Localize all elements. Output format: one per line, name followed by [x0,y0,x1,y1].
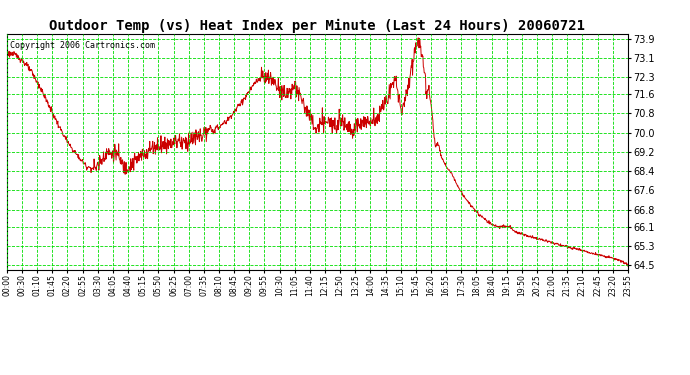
Text: Copyright 2006 Cartronics.com: Copyright 2006 Cartronics.com [10,41,155,50]
Title: Outdoor Temp (vs) Heat Index per Minute (Last 24 Hours) 20060721: Outdoor Temp (vs) Heat Index per Minute … [50,18,585,33]
